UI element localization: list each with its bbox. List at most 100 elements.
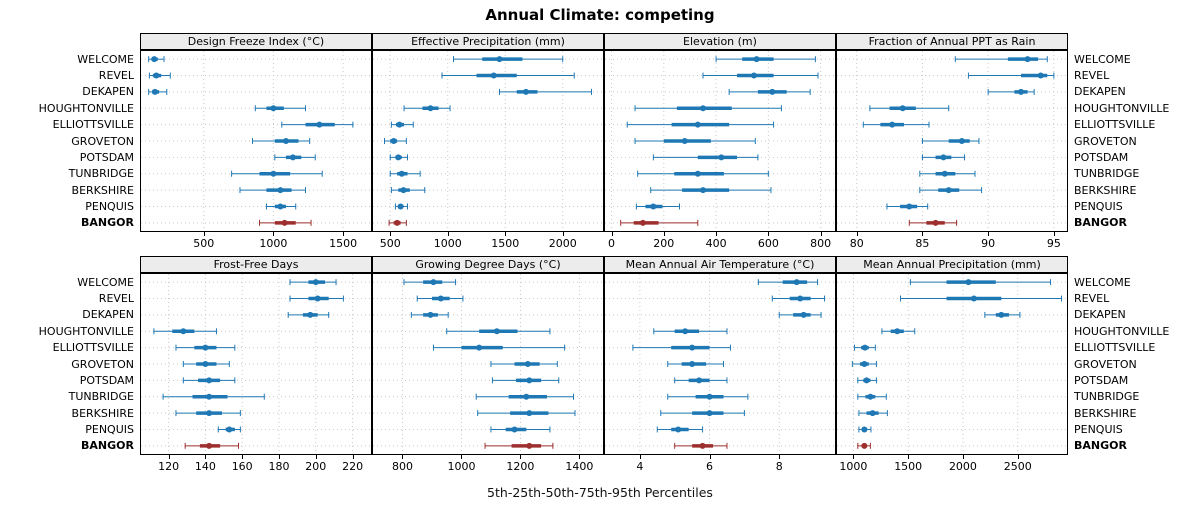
median-dot: [899, 105, 906, 112]
x-tick-mark: [908, 455, 910, 459]
x-tick-label: 400: [705, 237, 727, 250]
percentile-marks: [667, 361, 724, 367]
median-dot: [493, 328, 500, 335]
percentile-marks: [660, 410, 745, 417]
median-dot: [869, 410, 876, 417]
x-tick-mark: [203, 232, 205, 236]
median-dot: [397, 203, 404, 210]
site-label-right: BERKSHIRE: [1074, 183, 1137, 197]
x-tick-mark: [390, 232, 392, 236]
panel-plot: [836, 273, 1068, 455]
site-label-left: DEKAPEN: [82, 308, 134, 322]
x-tick-mark: [461, 455, 463, 459]
panel-title: Growing Degree Days (°C): [415, 258, 561, 271]
panel-plot: [604, 273, 836, 455]
x-tick-label: 4: [636, 460, 644, 473]
median-dot: [696, 377, 703, 384]
median-dot: [945, 187, 952, 194]
percentile-marks: [217, 426, 241, 433]
x-tick-mark: [205, 455, 207, 459]
percentile-marks: [490, 426, 551, 433]
median-dot: [750, 72, 757, 79]
median-dot: [650, 203, 657, 210]
panel-title: Fraction of Annual PPT as Rain: [868, 35, 1036, 48]
percentile-marks: [394, 203, 408, 210]
site-label-left: POTSDAM: [79, 150, 134, 164]
percentile-marks: [632, 344, 731, 351]
percentile-marks: [984, 311, 1021, 318]
x-tick-label: 1000: [447, 460, 476, 473]
median-dot: [277, 187, 284, 194]
median-dot: [894, 328, 901, 335]
site-label-left: REVEL: [98, 69, 134, 83]
panel-title: Elevation (m): [683, 35, 757, 48]
percentile-marks: [390, 121, 414, 128]
x-tick-label: 6: [706, 460, 714, 473]
percentile-marks: [674, 377, 728, 384]
median-dot: [958, 138, 965, 144]
x-tick-mark: [1053, 232, 1055, 236]
site-label-right: WELCOME: [1074, 52, 1131, 66]
x-tick-mark: [853, 455, 855, 459]
site-label-right: BANGOR: [1074, 216, 1127, 230]
site-label-left: ELLIOTTSVILLE: [52, 341, 134, 355]
panel-canvas: [141, 274, 371, 454]
panel-plot: [372, 273, 604, 455]
median-dot: [940, 154, 947, 161]
median-dot: [1037, 72, 1044, 79]
median-dot: [769, 88, 776, 95]
median-dot: [206, 393, 213, 400]
median-dot: [396, 121, 403, 128]
x-tick-mark: [611, 232, 613, 236]
percentile-marks: [390, 187, 426, 194]
site-label-right: HOUGHTONVILLE: [1074, 101, 1170, 115]
percentile-marks: [637, 170, 769, 177]
percentile-marks: [265, 203, 297, 210]
site-label-left: BANGOR: [81, 216, 134, 230]
median-dot: [800, 311, 807, 318]
percentile-marks: [908, 219, 958, 226]
median-dot: [390, 138, 397, 144]
median-dot: [889, 121, 896, 128]
median-dot: [289, 154, 296, 161]
median-dot: [511, 426, 518, 433]
median-dot: [395, 154, 402, 161]
panel-plot: [140, 273, 372, 455]
percentile-marks: [182, 361, 230, 367]
median-dot: [1024, 56, 1031, 63]
percentile-marks: [254, 105, 306, 112]
x-tick-label: 8: [775, 460, 783, 473]
site-label-right: POTSDAM: [1074, 150, 1129, 164]
percentile-marks: [490, 361, 558, 367]
site-label-left: ELLIOTTSVILLE: [52, 118, 134, 132]
percentile-marks: [384, 138, 407, 144]
percentile-marks: [674, 442, 728, 449]
panel-strip: Fraction of Annual PPT as Rain: [836, 33, 1068, 50]
site-label-left: WELCOME: [77, 52, 134, 66]
x-tick-label: 90: [981, 237, 996, 250]
median-dot: [706, 393, 713, 400]
percentile-marks: [909, 279, 1052, 286]
median-dot: [427, 311, 434, 318]
median-dot: [153, 72, 160, 79]
panel-title: Mean Annual Air Temperature (°C): [625, 258, 815, 271]
percentile-marks: [389, 154, 408, 161]
percentile-marks: [728, 88, 811, 95]
x-tick-label: 800: [810, 237, 832, 250]
median-dot: [316, 121, 323, 128]
x-tick-mark: [279, 455, 280, 459]
median-dot: [867, 393, 874, 400]
x-tick-mark: [709, 455, 711, 459]
x-tick-mark: [520, 455, 522, 459]
x-tick-mark: [779, 455, 781, 459]
percentile-marks: [652, 154, 759, 161]
panel-plot: [372, 50, 604, 232]
median-dot: [639, 219, 646, 226]
median-dot: [861, 426, 868, 433]
median-dot: [689, 361, 696, 367]
percentile-marks: [258, 219, 312, 226]
x-tick-mark: [168, 455, 170, 459]
percentile-marks: [289, 295, 344, 302]
median-dot: [314, 295, 321, 302]
site-label-right: WELCOME: [1074, 275, 1131, 289]
